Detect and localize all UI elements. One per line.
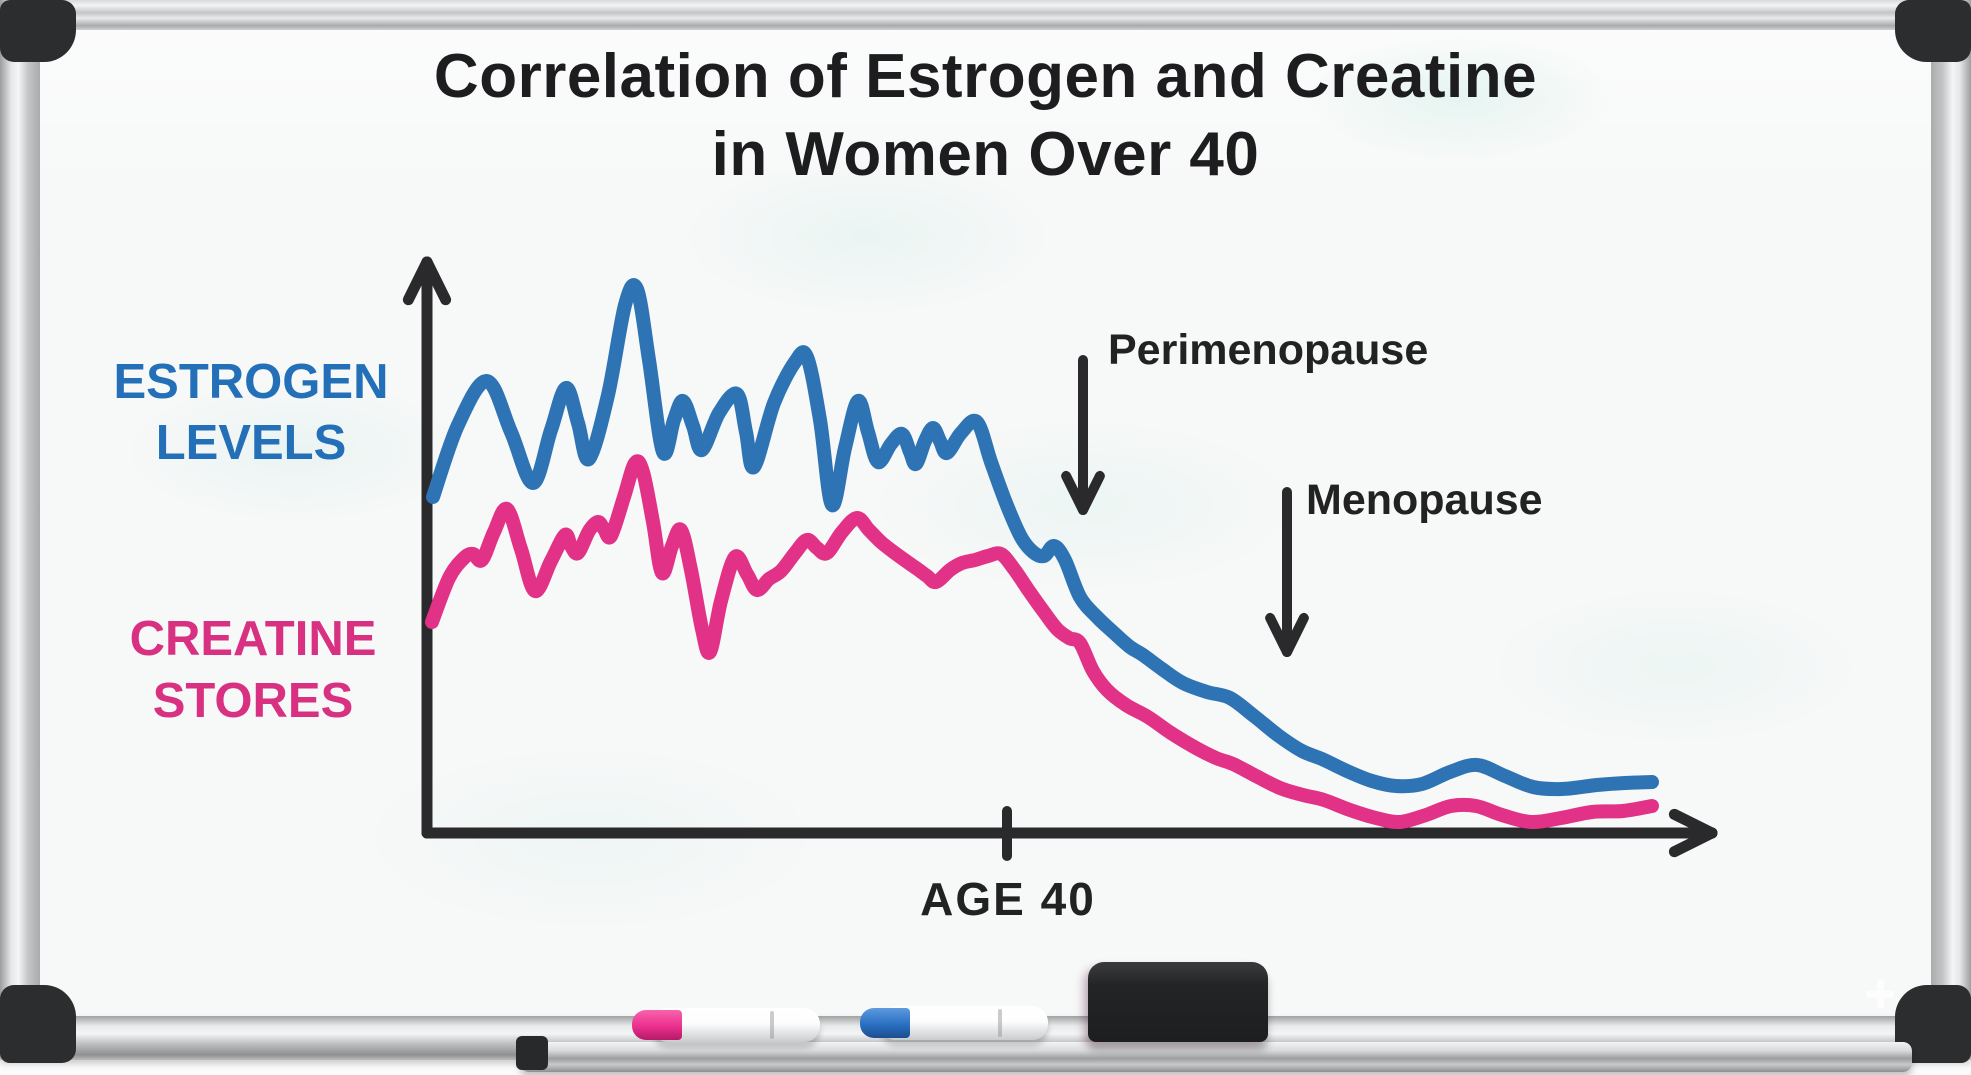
chart-title-line1: Correlation of Estrogen and Creatine [433, 42, 1538, 111]
blue-marker-cap [860, 1008, 910, 1038]
perimenopause-arrowhead [1078, 470, 1105, 515]
pink-marker [632, 1008, 820, 1042]
menopause-annotation: Menopause [1306, 476, 1543, 524]
x-axis-tick-label: AGE 40 [920, 873, 1096, 925]
marker-seam [998, 1009, 1002, 1037]
frame-left-bar [0, 0, 40, 1058]
plus-mark-artifact [1866, 980, 1894, 1008]
x-axis-arrowhead [1668, 808, 1718, 839]
menopause-arrowhead [1265, 612, 1292, 657]
creatine-series-label: CREATINE STORES [92, 608, 414, 732]
menopause-arrowhead [1282, 612, 1309, 657]
tray-rail-end-cap [516, 1036, 548, 1070]
chart-title: Correlation of Estrogen and Creatine in … [0, 38, 1971, 194]
creatine-label-line1: CREATINE [129, 612, 377, 666]
frame-corner-top-left [0, 0, 76, 62]
y-axis-arrowhead [402, 256, 433, 306]
marker-seam [770, 1011, 774, 1039]
estrogen-label-line1: ESTROGEN [113, 355, 389, 409]
frame-right-bar [1931, 0, 1971, 1058]
chart-title-line2: in Women Over 40 [711, 120, 1260, 189]
whiteboard-eraser [1088, 962, 1268, 1042]
estrogen-label-line2: LEVELS [155, 416, 347, 470]
estrogen-series-label: ESTROGEN LEVELS [90, 352, 412, 474]
frame-corner-bottom-left [0, 985, 76, 1063]
creatine-label-line2: STORES [152, 674, 354, 728]
perimenopause-annotation: Perimenopause [1108, 326, 1429, 374]
pink-marker-cap [632, 1010, 682, 1040]
marker-tray-rail [520, 1042, 1912, 1072]
blue-marker [860, 1006, 1048, 1040]
y-axis-arrowhead [421, 256, 452, 306]
frame-corner-top-right [1895, 0, 1971, 62]
frame-top-bar [0, 0, 1971, 30]
x-axis-arrowhead [1668, 827, 1718, 858]
creatine-curve [425, 454, 1659, 830]
perimenopause-arrowhead [1061, 470, 1088, 515]
estrogen-curve [426, 278, 1659, 797]
